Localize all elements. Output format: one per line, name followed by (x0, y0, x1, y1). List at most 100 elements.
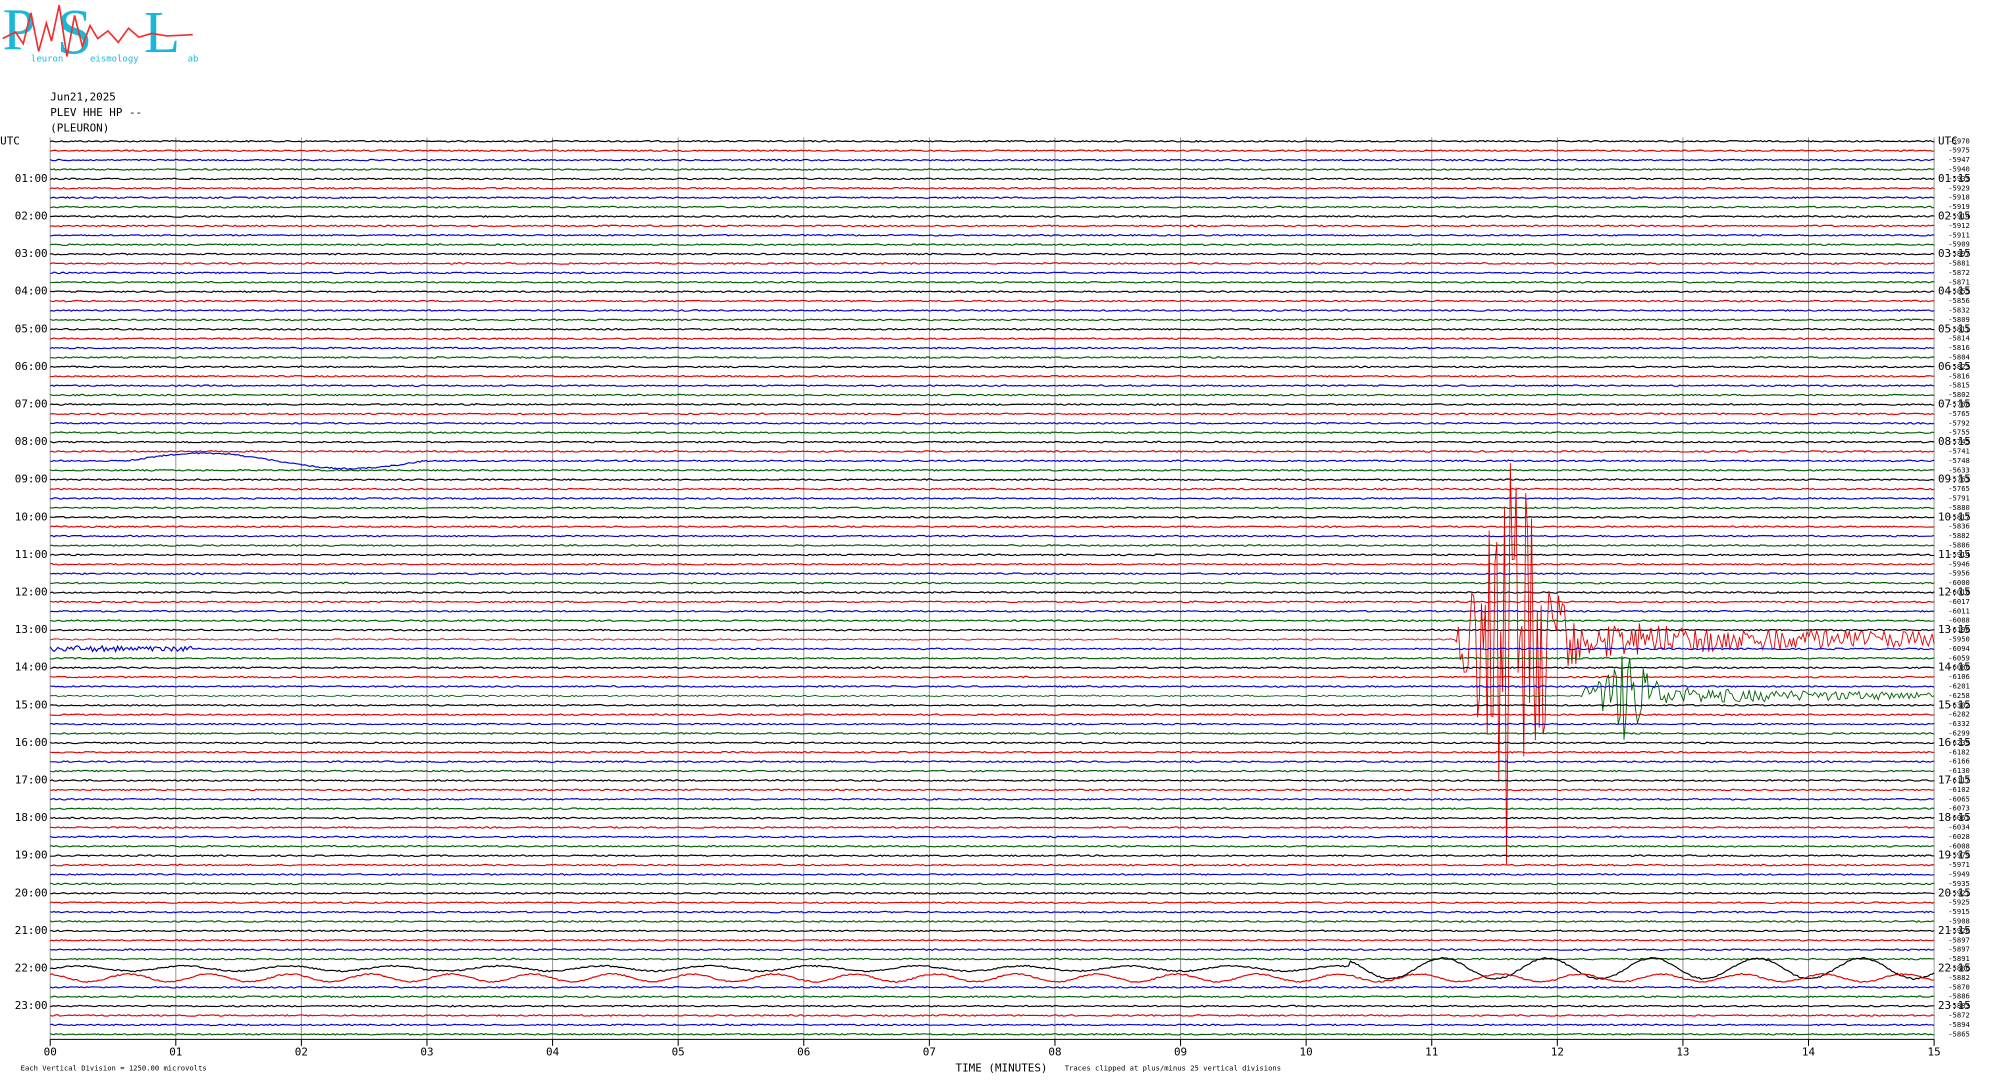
trace (50, 544, 1935, 547)
trace (50, 713, 1935, 717)
trace (50, 252, 1935, 256)
trace-offset: -5870 (1948, 982, 1970, 991)
x-tick-label: 10 (1300, 1045, 1313, 1058)
trace (49, 816, 1935, 820)
trace-offset: -5791 (1948, 493, 1970, 502)
trace-offset: -6061 (1948, 813, 1970, 822)
trace-offset: -5915 (1948, 907, 1970, 916)
left-time-label: 12:00 (15, 585, 48, 598)
trace-offset: -6017 (1948, 597, 1970, 606)
x-tick-label: 12 (1551, 1045, 1564, 1058)
x-tick-label: 06 (797, 1045, 810, 1058)
trace-offset: -5946 (1948, 559, 1970, 568)
trace (50, 327, 1935, 331)
trace-offset: -5935 (1948, 879, 1970, 888)
trace-offset: -6073 (1948, 804, 1970, 813)
trace-offset: -5815 (1948, 381, 1970, 390)
trace (50, 393, 1935, 397)
left-time-label: 05:00 (15, 322, 48, 335)
trace (50, 609, 1935, 613)
left-time-label: 01:00 (15, 172, 48, 185)
logo-word: ab (188, 55, 199, 65)
left-time-label: 16:00 (15, 736, 48, 749)
trace (50, 309, 1935, 312)
trace-offset: -5882 (1948, 973, 1970, 982)
trace (49, 440, 1935, 444)
trace-offset: -5912 (1948, 221, 1970, 230)
x-tick-label: 03 (420, 1045, 433, 1058)
trace-offset: -5882 (1948, 531, 1970, 540)
trace-offset: -6166 (1948, 757, 1970, 766)
station: PLEV HHE HP -- (50, 106, 142, 119)
trace (49, 591, 1935, 594)
axis-title: TIME (MINUTES) (956, 1061, 1048, 1074)
trace (50, 666, 1935, 670)
right-time-label: 20:15 (1938, 886, 1971, 899)
trace-offset: -5802 (1948, 390, 1970, 399)
trace (49, 901, 1935, 905)
trace-offset: -5921 (1948, 888, 1970, 897)
left-time-label: 17:00 (15, 773, 48, 786)
trace (50, 431, 1935, 435)
trace-offset: -6028 (1948, 832, 1970, 841)
trace-offset: -5745 (1948, 437, 1970, 446)
left-time-label: 23:00 (15, 999, 48, 1012)
trace-offset: -5755 (1948, 428, 1970, 437)
trace (49, 196, 1935, 200)
trace-offset: -5765 (1948, 409, 1970, 418)
trace-offset: -6258 (1948, 691, 1970, 700)
trace (50, 224, 1935, 228)
right-time-label: 23:15 (1938, 999, 1971, 1012)
trace (49, 835, 1935, 839)
right-time-label: 12:15 (1938, 585, 1971, 598)
trace-offset: -5872 (1948, 1010, 1970, 1019)
trace-offset: -6201 (1948, 681, 1970, 690)
trace-offset: -5886 (1948, 963, 1970, 972)
trace (50, 421, 1935, 425)
trace (50, 487, 1935, 491)
left-time-label: 14:00 (15, 661, 48, 674)
trace-offset: -5804 (1948, 352, 1970, 361)
trace-offset: -5816 (1948, 343, 1970, 352)
left-time-label: 10:00 (15, 510, 48, 523)
trace (50, 139, 1935, 143)
trace (50, 788, 1935, 792)
trace (50, 910, 1935, 914)
trace-offset: -6065 (1948, 794, 1970, 803)
trace-offset: -5865 (1948, 1029, 1970, 1038)
logo-wave (2, 4, 193, 57)
trace-offset: -5741 (1948, 446, 1970, 455)
x-tick-label: 13 (1676, 1045, 1689, 1058)
trace-offset: -5872 (1948, 268, 1970, 277)
trace (50, 271, 1935, 275)
trace (50, 515, 1935, 519)
trace (49, 779, 1935, 782)
trace-offset: -5886 (1948, 540, 1970, 549)
logo-word: leuron (31, 55, 63, 65)
left-time-label: 22:00 (15, 961, 48, 974)
trace-offset: -6282 (1948, 710, 1970, 719)
right-time-label: 03:15 (1938, 247, 1971, 260)
trace (50, 581, 1935, 585)
right-time-label: UTC (1938, 134, 1958, 147)
trace-offset: -6102 (1948, 785, 1970, 794)
right-time-label: 19:15 (1938, 849, 1971, 862)
left-time-label: 13:00 (15, 623, 48, 636)
trace-offset: -5947 (1948, 155, 1970, 164)
right-time-label: 21:15 (1938, 924, 1971, 937)
trace (50, 628, 1935, 632)
trace (50, 722, 1935, 726)
trace (50, 619, 1935, 623)
logo: P S L leuron eismology ab (2, 0, 199, 67)
trace-offset: -6302 (1948, 700, 1970, 709)
left-time-label: 08:00 (15, 435, 48, 448)
right-time-label: 08:15 (1938, 435, 1971, 448)
trace-offset: -5748 (1948, 456, 1970, 465)
left-time-label: UTC (0, 134, 20, 147)
logo-letter: L (144, 0, 180, 65)
trace (49, 365, 1935, 369)
trace (50, 656, 1935, 660)
right-time-label: 14:15 (1938, 661, 1971, 674)
trace-offset: -5836 (1948, 522, 1970, 531)
trace (50, 826, 1935, 829)
